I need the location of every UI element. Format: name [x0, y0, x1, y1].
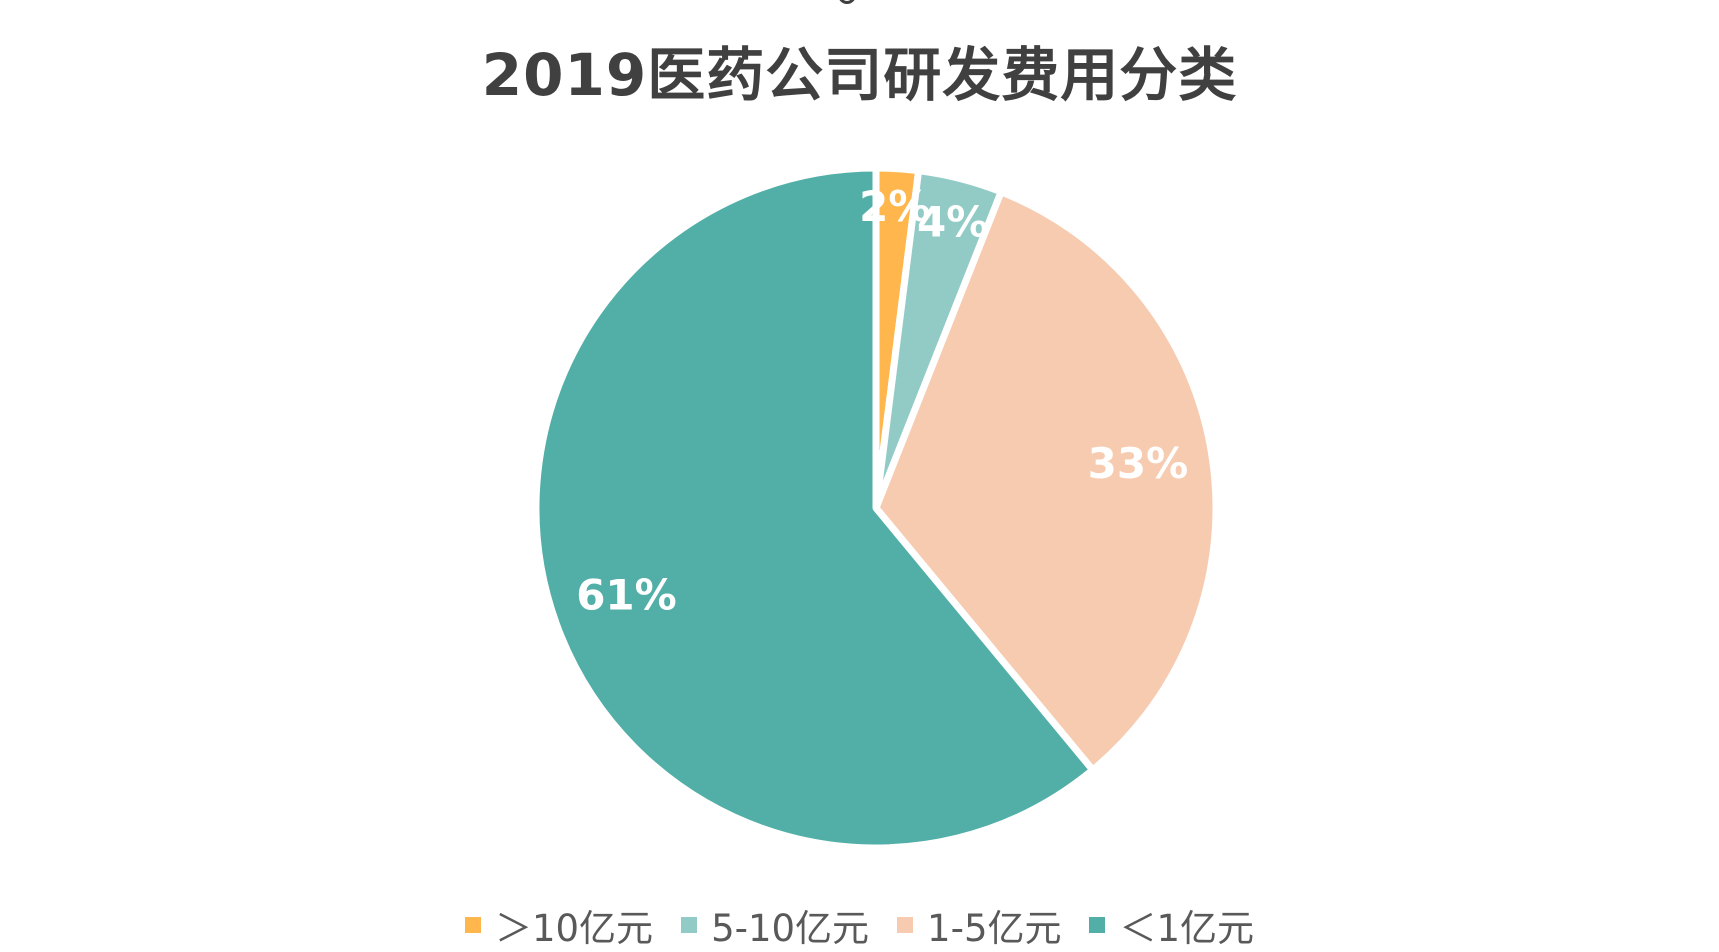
chart-title: 2019医药公司研发费用分类 — [481, 41, 1238, 109]
legend-label-under-1: ＜1亿元 — [1119, 907, 1255, 950]
legend-item-1-5: 1-5亿元 — [897, 898, 1061, 952]
legend-item-5-10: 5-10亿元 — [681, 898, 869, 952]
pie-chart: 2%4% 33% 61% — [532, 164, 1220, 852]
legend-swatch-over-10 — [464, 917, 481, 933]
slice-under-1-label: 61% — [576, 570, 677, 619]
legend-swatch-1-5 — [897, 917, 914, 933]
legend-swatch-5-10 — [681, 917, 698, 933]
legend-item-under-1: ＜1亿元 — [1089, 898, 1254, 952]
legend-item-over-10: ＞10亿元 — [464, 898, 654, 952]
slice-1-5-label: 33% — [1088, 439, 1189, 488]
slice-over-10-label: 2% — [859, 182, 930, 231]
legend-swatch-under-1 — [1089, 917, 1106, 933]
slice-under-1 — [532, 164, 1097, 852]
slice-1-5 — [872, 188, 1220, 774]
chart-legend: ＞10亿元 5-10亿元 1-5亿元 ＜1亿元 — [0, 898, 1719, 952]
legend-label-over-10: ＞10亿元 — [494, 907, 654, 950]
slice-5-10-label: 4% — [917, 197, 988, 246]
legend-label-5-10: 5-10亿元 — [711, 907, 870, 950]
legend-label-1-5: 1-5亿元 — [927, 907, 1062, 950]
